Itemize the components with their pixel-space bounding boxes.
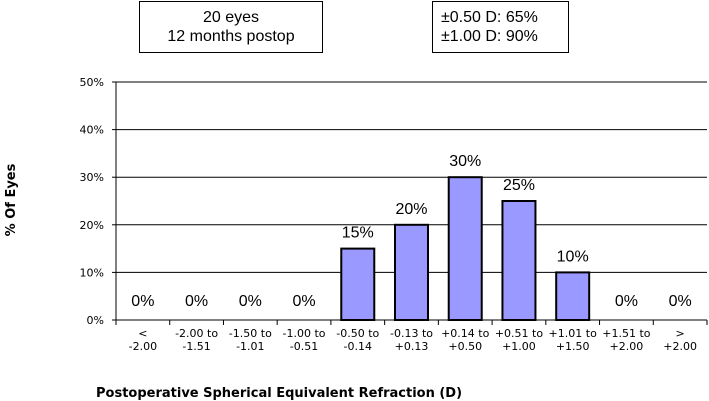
y-tick-label: 10% bbox=[80, 266, 104, 279]
x-axis-title: Postoperative Spherical Equivalent Refra… bbox=[96, 386, 462, 401]
bar bbox=[501, 200, 537, 321]
bar bbox=[340, 247, 376, 322]
x-tick-label: -1.50 to -1.01 bbox=[229, 327, 272, 353]
accuracy-100-text: ±1.00 D: 90% bbox=[441, 28, 538, 45]
data-label: 15% bbox=[342, 225, 374, 242]
x-tick-label: +0.51 to +1.00 bbox=[495, 327, 544, 353]
data-label: 25% bbox=[503, 177, 535, 194]
x-tick-label: +0.14 to +0.50 bbox=[441, 327, 490, 353]
y-axis-title: % Of Eyes bbox=[4, 163, 19, 236]
data-label: 0% bbox=[615, 293, 638, 310]
y-tick-label: 0% bbox=[87, 314, 104, 327]
accuracy-050-text: ±0.50 D: 65% bbox=[441, 9, 538, 26]
x-axis-ticks: < -2.00 -2.00 to -1.51 -1.50 to -1.01 -1.00 to… bbox=[115, 320, 708, 353]
cohort-info-box: 20 eyes 12 months postop bbox=[139, 1, 323, 53]
x-tick-label: -2.00 to -1.51 bbox=[175, 327, 218, 353]
bar bbox=[447, 176, 483, 321]
x-tick-label: -0.13 to +0.13 bbox=[390, 327, 433, 353]
data-label: 0% bbox=[669, 293, 692, 310]
cohort-size-text: 20 eyes bbox=[202, 9, 260, 26]
bar bbox=[394, 223, 429, 321]
data-label: 10% bbox=[557, 248, 589, 265]
data-label: 30% bbox=[449, 153, 481, 170]
bar bbox=[555, 271, 591, 321]
bars bbox=[340, 176, 591, 322]
data-label: 0% bbox=[292, 293, 315, 310]
data-label: 0% bbox=[185, 293, 208, 310]
x-tick-label: > +2.00 bbox=[663, 327, 697, 353]
x-tick-label: < -2.00 bbox=[129, 327, 157, 353]
x-tick-label: -1.00 to -0.51 bbox=[283, 327, 326, 353]
data-label: 20% bbox=[395, 201, 427, 218]
y-tick-label: 40% bbox=[80, 124, 104, 137]
y-tick-label: 30% bbox=[80, 171, 104, 184]
followup-text: 12 months postop bbox=[167, 28, 295, 45]
y-axis-ticks: 0% 10% 20% 30% 40% 50% bbox=[80, 76, 116, 327]
data-labels: 0% 0% 0% 0% 15% 20% 30% 25% 10% 0% 0% bbox=[131, 153, 691, 310]
x-tick-label: +1.51 to +2.00 bbox=[602, 327, 651, 353]
x-tick-label: +1.01 to +1.50 bbox=[549, 327, 598, 353]
y-tick-label: 50% bbox=[80, 76, 104, 89]
data-label: 0% bbox=[131, 293, 154, 310]
x-tick-label: -0.50 to -0.14 bbox=[336, 327, 379, 353]
y-tick-label: 20% bbox=[80, 219, 104, 232]
data-label: 0% bbox=[239, 293, 262, 310]
accuracy-summary-box: ±0.50 D: 65% ±1.00 D: 90% bbox=[432, 1, 569, 53]
